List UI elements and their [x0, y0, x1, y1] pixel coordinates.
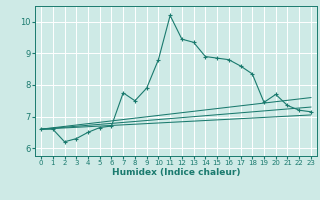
X-axis label: Humidex (Indice chaleur): Humidex (Indice chaleur) — [112, 168, 240, 177]
